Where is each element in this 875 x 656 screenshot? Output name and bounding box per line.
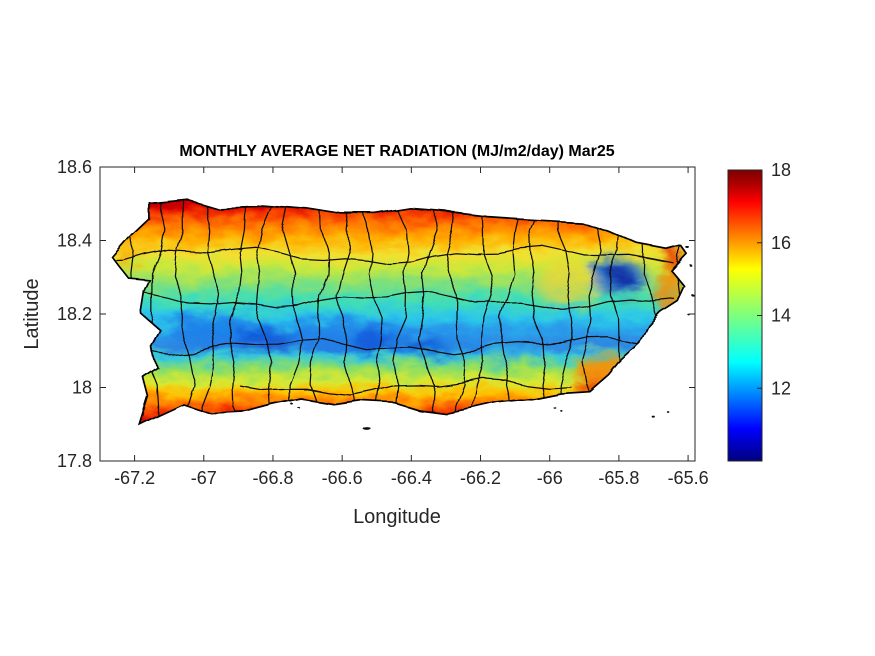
- boundary-line: [145, 198, 166, 425]
- coastline-outline: [110, 197, 690, 426]
- y-axis-label: Latitude: [21, 278, 43, 349]
- anomaly-el-yunque-core: [609, 268, 636, 287]
- boundary-line: [418, 198, 438, 425]
- colorbar-gradient-bar: [728, 170, 762, 461]
- x-tick-label: -65.6: [668, 468, 709, 488]
- islet-guayama-cay-1: [553, 406, 557, 409]
- boundary-line: [335, 198, 358, 425]
- boundary-line: [308, 198, 329, 425]
- chart-title: MONTHLY AVERAGE NET RADIATION (MJ/m2/day…: [179, 143, 614, 160]
- colorbar-tick-label: 16: [771, 233, 791, 253]
- boundary-line: [444, 198, 466, 425]
- radiation-field: [112, 198, 689, 425]
- boundary-line: [499, 198, 521, 425]
- x-tick-label: -67: [191, 468, 217, 488]
- island-group: [110, 197, 695, 432]
- anomaly-sierra-cayey: [477, 336, 554, 361]
- islet-east-cay-4: [686, 313, 690, 315]
- islet-caja-de-muertos: [364, 428, 373, 432]
- islet-east-cay-1: [686, 246, 690, 249]
- colorbar: 12 14 16 18: [727, 160, 791, 462]
- boundary-line: [393, 198, 409, 425]
- boundary-line: [112, 245, 675, 265]
- y-tick-label: 18: [72, 378, 92, 398]
- boundary-line: [228, 198, 247, 425]
- boundary-line: [556, 198, 574, 425]
- plot-clip-group: [110, 197, 695, 432]
- boundary-line: [472, 198, 494, 425]
- x-tick-label: -67.2: [114, 468, 155, 488]
- anomaly-se-coast-red: [572, 379, 625, 396]
- islet-east-cay-2: [690, 265, 693, 268]
- islet-guanica-cay-2: [297, 406, 301, 409]
- islet-guanica-cay-1: [290, 403, 294, 406]
- boundary-line: [256, 198, 274, 425]
- puerto-rico-map: [110, 197, 695, 432]
- boundary-line: [363, 198, 383, 425]
- x-axis-label: Longitude: [353, 506, 441, 528]
- radiation-base-bands: [112, 198, 689, 425]
- x-tick-label: -66: [537, 468, 563, 488]
- x-tick-label: -66.2: [460, 468, 501, 488]
- boundary-line: [112, 292, 675, 311]
- y-tick-label: 18.6: [57, 157, 92, 177]
- x-tick-label: -66.4: [391, 468, 432, 488]
- boundary-line: [198, 198, 221, 425]
- islet-east-cay-3: [691, 294, 695, 297]
- x-tick-label: -66.6: [322, 468, 363, 488]
- anomaly-east-hills: [547, 326, 600, 347]
- boundary-line: [118, 198, 138, 425]
- x-tick-label: -66.8: [252, 468, 293, 488]
- anomaly-caguas-valley-warm: [537, 262, 598, 307]
- radiation-anomalies: [114, 244, 685, 396]
- colorbar-tick-label: 12: [771, 378, 791, 398]
- y-tick-label: 17.8: [57, 451, 92, 471]
- y-tick-label: 18.2: [57, 304, 92, 324]
- axes: -67.2 -67 -66.8 -66.6 -66.4 -66.2 -66 -65.8 -65.…: [57, 157, 709, 488]
- islet-se-cay-1: [650, 414, 654, 417]
- y-tick-label: 18.4: [57, 231, 92, 251]
- x-tick-label: -65.8: [598, 468, 639, 488]
- boundary-line: [239, 376, 571, 396]
- colorbar-tick-label: 14: [771, 306, 791, 326]
- islet-guayama-cay-2: [560, 410, 564, 413]
- colorbar-tick-label: 18: [771, 160, 791, 180]
- boundary-line: [172, 198, 194, 425]
- island-clipped: [112, 198, 689, 425]
- islet-se-cay-2: [664, 408, 667, 411]
- boundary-line: [529, 198, 546, 425]
- boundary-line: [112, 337, 675, 356]
